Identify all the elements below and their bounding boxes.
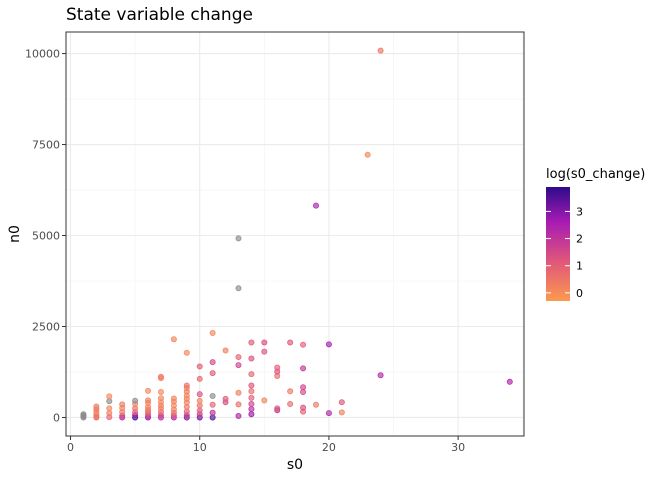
data-point — [183, 382, 190, 389]
data-point — [287, 388, 294, 395]
data-point — [235, 401, 242, 408]
data-point — [106, 405, 113, 412]
data-point — [248, 382, 255, 389]
data-point — [300, 384, 307, 391]
legend-break-label: 2 — [576, 233, 583, 246]
data-point — [300, 404, 307, 411]
y-tick-label: 5000 — [32, 230, 60, 243]
data-point — [377, 47, 384, 54]
x-tick-label: 20 — [322, 441, 336, 454]
data-point — [235, 362, 242, 369]
y-tick-label: 10000 — [25, 48, 60, 61]
legend-colorbar — [546, 187, 570, 301]
data-point — [209, 330, 216, 337]
data-point — [364, 151, 371, 158]
legend-break-label: 0 — [576, 287, 583, 300]
data-point — [312, 401, 319, 408]
data-point — [209, 370, 216, 377]
data-point — [248, 394, 255, 401]
data-point — [248, 339, 255, 346]
points-layer — [80, 47, 513, 421]
data-point — [157, 373, 164, 380]
data-point — [222, 395, 229, 402]
plot-border — [65, 31, 525, 437]
data-point — [209, 409, 216, 416]
x-tick-label: 0 — [67, 441, 74, 454]
x-tick-label: 30 — [451, 441, 465, 454]
data-point — [300, 365, 307, 372]
data-point — [506, 378, 513, 385]
data-point — [196, 397, 203, 404]
legend-title: log(s0_change) — [546, 167, 645, 182]
data-point — [196, 407, 203, 414]
data-point — [287, 401, 294, 408]
data-point — [80, 411, 87, 418]
data-point — [183, 349, 190, 356]
data-point — [235, 235, 242, 242]
data-point — [222, 347, 229, 354]
data-point — [261, 339, 268, 346]
data-point — [325, 410, 332, 417]
data-point — [248, 355, 255, 362]
data-point — [106, 393, 113, 400]
chart-title: State variable change — [66, 5, 253, 25]
data-point — [196, 375, 203, 382]
legend-break-label: 1 — [576, 260, 583, 273]
data-point — [170, 336, 177, 343]
data-point — [196, 363, 203, 370]
data-point — [248, 388, 255, 395]
data-point — [235, 413, 242, 420]
data-point — [235, 354, 242, 361]
y-axis-title: n0 — [7, 225, 23, 243]
data-point — [274, 405, 281, 412]
data-point — [325, 341, 332, 348]
x-axis-title: s0 — [287, 457, 303, 473]
legend-break-label: 3 — [576, 205, 583, 218]
y-tick-label: 0 — [53, 411, 60, 424]
data-point — [145, 387, 152, 394]
data-point — [377, 372, 384, 379]
plot-panel — [66, 32, 524, 436]
data-point — [170, 395, 177, 402]
data-point — [261, 397, 268, 404]
legend: log(s0_change) 0 1 2 3 — [546, 167, 645, 301]
data-point — [235, 285, 242, 292]
data-point — [312, 202, 319, 209]
gridlines — [66, 32, 524, 436]
axes: 0 10 20 30 0 2500 5000 7500 10000 — [25, 48, 465, 454]
data-point — [274, 364, 281, 371]
data-point — [157, 395, 164, 402]
y-tick-label: 7500 — [32, 139, 60, 152]
data-point — [93, 414, 100, 421]
data-point — [300, 341, 307, 348]
data-point — [209, 359, 216, 366]
data-point — [209, 401, 216, 408]
data-point — [261, 348, 268, 355]
data-point — [248, 411, 255, 418]
x-tick-label: 10 — [193, 441, 207, 454]
data-point — [248, 371, 255, 378]
data-point — [145, 397, 152, 404]
data-point — [338, 409, 345, 416]
data-point — [235, 389, 242, 396]
data-point — [93, 403, 100, 410]
data-point — [196, 391, 203, 398]
data-point — [248, 406, 255, 413]
data-point — [338, 399, 345, 406]
data-point — [248, 401, 255, 408]
data-point — [119, 401, 126, 408]
legend-ticks: 0 1 2 3 — [546, 205, 583, 300]
data-point — [287, 339, 294, 346]
data-point — [209, 393, 216, 400]
y-tick-label: 2500 — [32, 320, 60, 333]
data-point — [132, 397, 139, 404]
data-point — [157, 389, 164, 396]
